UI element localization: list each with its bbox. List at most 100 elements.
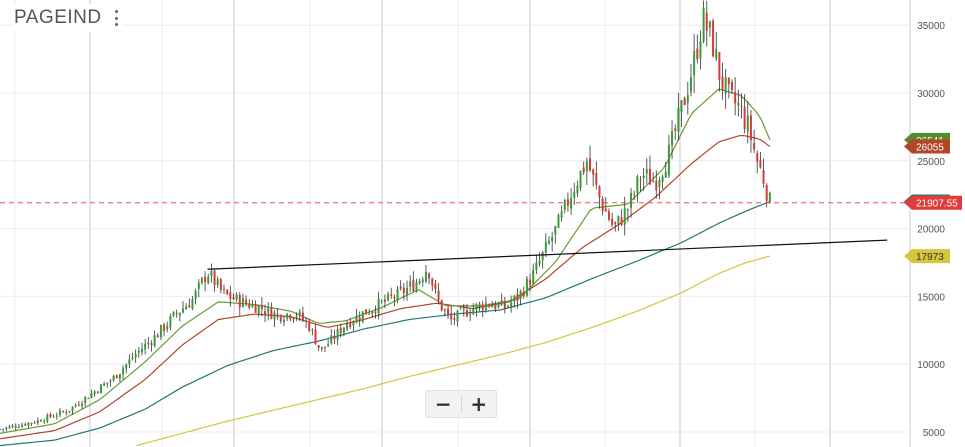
ma-tag-red-text: 26055 (916, 142, 944, 153)
candle (604, 197, 607, 212)
trendline-drawing[interactable] (0, 202, 912, 270)
candle (459, 306, 462, 310)
candle (510, 295, 513, 313)
candle (658, 176, 661, 200)
candle (601, 196, 604, 216)
candle (118, 373, 121, 383)
current-price-text: 21907.55 (916, 199, 958, 210)
candle (238, 292, 241, 316)
candle (204, 271, 207, 292)
candle (406, 280, 409, 301)
candle (207, 273, 210, 285)
candle (409, 275, 412, 293)
candle (721, 62, 724, 100)
candle (683, 96, 686, 106)
candle (529, 273, 532, 292)
candle (765, 183, 768, 208)
candle (383, 294, 386, 309)
zoom-in-button[interactable]: + (470, 392, 488, 416)
candle (560, 205, 563, 222)
candle (762, 158, 765, 188)
candle (453, 312, 456, 326)
candle (715, 32, 718, 62)
candle (573, 182, 576, 206)
candle (71, 406, 74, 415)
candle (696, 34, 699, 64)
candle (219, 278, 222, 294)
symbol-name: PAGEIND (14, 7, 102, 28)
candle (153, 330, 156, 348)
price-tags: 26541179732605521907.55 (904, 132, 962, 264)
candle (49, 412, 52, 419)
candle (450, 306, 453, 325)
candle (374, 305, 377, 319)
candlesticks (0, 0, 771, 432)
candle (81, 400, 84, 409)
candle (393, 294, 396, 307)
ma-yellow-line (136, 255, 771, 447)
candle (166, 321, 169, 333)
candle (103, 381, 106, 387)
candle (248, 299, 251, 310)
candle (2, 428, 5, 432)
candle (178, 312, 181, 322)
candle (122, 365, 125, 380)
candle (497, 301, 500, 309)
candle (664, 161, 667, 178)
candle (311, 328, 314, 336)
candle (140, 342, 143, 356)
candle (260, 297, 263, 317)
candle (648, 155, 651, 185)
candle (62, 410, 65, 414)
candle (626, 208, 629, 223)
candle (418, 278, 421, 285)
candle (680, 99, 683, 128)
candle (390, 287, 393, 299)
candle (14, 423, 17, 431)
candle (708, 20, 711, 37)
candle (74, 402, 77, 408)
candle (232, 293, 235, 300)
candle (544, 233, 547, 257)
candle (595, 161, 598, 190)
ma-tag-red: 26055 (904, 139, 950, 154)
candle (428, 272, 431, 285)
candle (645, 158, 648, 184)
candle (172, 311, 175, 318)
candle (440, 299, 443, 312)
candle (339, 323, 342, 338)
candle (21, 422, 24, 428)
candle (5, 426, 8, 432)
candle (254, 300, 257, 313)
candle (551, 231, 554, 252)
candle (17, 424, 20, 429)
candle (286, 312, 289, 322)
candle (525, 276, 528, 297)
zoom-out-button[interactable]: − (434, 392, 452, 416)
candle (447, 305, 450, 320)
candle (652, 172, 655, 183)
candle (598, 185, 601, 209)
y-axis: 5000 10000 15000 20000 25000 30000 35000 (917, 21, 945, 439)
candle (563, 198, 566, 214)
candle (355, 308, 358, 324)
candle (570, 188, 573, 215)
candle (327, 339, 330, 347)
candle (639, 176, 642, 193)
candle (582, 161, 585, 176)
candle (223, 284, 226, 295)
candle (730, 79, 733, 95)
trendline[interactable] (207, 239, 888, 270)
candle (478, 301, 481, 311)
candle (77, 400, 80, 407)
candle (43, 418, 46, 424)
candle (402, 282, 405, 301)
candle (759, 151, 762, 169)
candle (667, 134, 670, 179)
candle (109, 378, 112, 387)
candle (443, 308, 446, 317)
more-options-icon[interactable] (112, 8, 122, 28)
candle (749, 109, 752, 153)
candle (592, 168, 595, 187)
